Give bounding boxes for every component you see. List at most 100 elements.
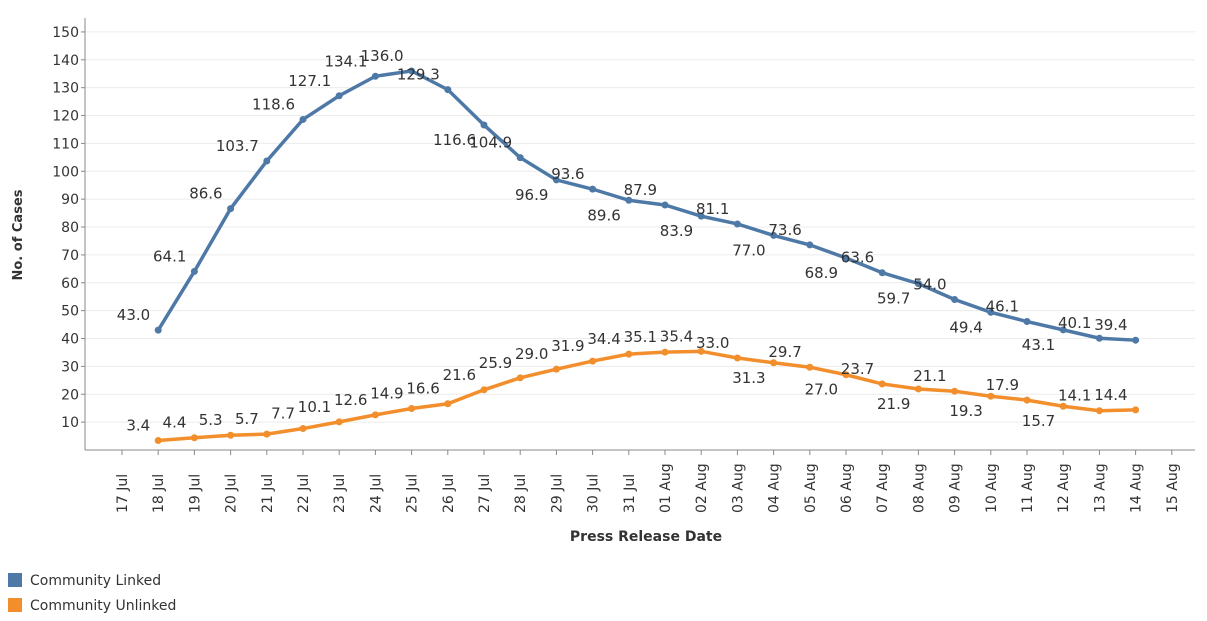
point <box>480 386 488 394</box>
data-label: 83.9 <box>660 222 693 240</box>
point <box>444 400 452 408</box>
point <box>227 205 235 213</box>
data-label: 25.9 <box>479 354 512 372</box>
data-label: 96.9 <box>515 186 548 204</box>
y-tick-label: 140 <box>52 53 79 69</box>
data-label: 15.7 <box>1022 412 1055 430</box>
point <box>589 357 597 365</box>
data-label: 21.9 <box>877 395 910 413</box>
y-axis-title: No. of Cases <box>11 189 26 280</box>
data-label: 39.4 <box>1094 316 1127 334</box>
data-label: 118.6 <box>252 95 295 113</box>
x-tick-label: 12 Aug <box>1056 463 1072 513</box>
x-axis-title: Press Release Date <box>570 529 722 545</box>
data-label: 12.6 <box>334 391 367 409</box>
point <box>444 86 452 94</box>
point <box>878 269 886 277</box>
legend-label: Community Unlinked <box>30 598 176 614</box>
x-tick-label: 20 Jul <box>224 474 240 513</box>
data-label: 54.0 <box>913 275 946 293</box>
data-label: 7.7 <box>271 405 295 423</box>
x-tick-label: 18 Jul <box>151 474 167 513</box>
x-tick-label: 01 Aug <box>658 463 674 513</box>
data-label: 81.1 <box>696 200 729 218</box>
point <box>299 425 307 433</box>
point <box>190 267 198 275</box>
data-label: 40.1 <box>1058 314 1091 332</box>
x-tick-label: 06 Aug <box>839 463 855 513</box>
point <box>661 201 669 209</box>
x-tick-label: 05 Aug <box>803 463 819 513</box>
data-label: 5.7 <box>235 410 259 428</box>
point <box>625 196 633 204</box>
x-tick-label: 03 Aug <box>730 463 746 513</box>
data-label: 3.4 <box>126 417 150 435</box>
data-label: 35.4 <box>660 327 693 345</box>
point <box>1059 326 1067 334</box>
data-label: 27.0 <box>805 381 838 399</box>
point <box>987 308 995 316</box>
data-label: 134.1 <box>324 52 367 70</box>
data-label: 89.6 <box>587 206 620 224</box>
data-label: 29.7 <box>768 343 801 361</box>
data-label: 87.9 <box>624 181 657 199</box>
point <box>951 387 959 395</box>
point <box>842 371 850 379</box>
point <box>154 326 162 334</box>
legend-swatch <box>8 598 22 612</box>
data-label: 14.9 <box>370 384 403 402</box>
data-label: 103.7 <box>216 137 259 155</box>
y-tick-label: 80 <box>61 220 79 236</box>
point <box>1023 318 1031 326</box>
data-label: 63.6 <box>841 249 874 267</box>
y-tick-label: 70 <box>61 248 79 264</box>
y-tick-label: 90 <box>61 192 79 208</box>
y-tick-label: 50 <box>61 304 79 320</box>
x-tick-label: 28 Jul <box>513 474 529 513</box>
y-tick-label: 120 <box>52 109 79 125</box>
data-label: 31.9 <box>551 337 584 355</box>
point <box>516 374 524 382</box>
point <box>1095 407 1103 415</box>
data-label: 136.0 <box>361 47 404 65</box>
data-label: 33.0 <box>696 334 729 352</box>
data-label: 116.6 <box>433 131 476 149</box>
x-tick-label: 09 Aug <box>948 463 964 513</box>
point <box>190 434 198 442</box>
point <box>227 431 235 439</box>
data-label: 21.1 <box>913 367 946 385</box>
point <box>1095 334 1103 342</box>
point <box>1059 402 1067 410</box>
x-tick-label: 04 Aug <box>767 463 783 513</box>
point <box>697 347 705 355</box>
point <box>842 254 850 262</box>
y-tick-label: 10 <box>61 415 79 431</box>
x-tick-label: 08 Aug <box>911 463 927 513</box>
point <box>371 411 379 419</box>
point <box>625 350 633 358</box>
point <box>987 392 995 400</box>
point <box>770 359 778 367</box>
data-label: 86.6 <box>189 185 222 203</box>
legend-swatch <box>8 573 22 587</box>
point <box>1023 396 1031 404</box>
data-label: 17.9 <box>986 376 1019 394</box>
data-label: 93.6 <box>551 165 584 183</box>
point <box>480 121 488 129</box>
point <box>951 295 959 303</box>
data-label: 129.3 <box>397 66 440 84</box>
point <box>408 404 416 412</box>
data-label: 19.3 <box>949 402 982 420</box>
data-label: 14.4 <box>1094 386 1127 404</box>
data-label: 5.3 <box>199 411 223 429</box>
data-label: 10.1 <box>298 398 331 416</box>
data-label: 35.1 <box>624 328 657 346</box>
point <box>1132 406 1140 414</box>
y-tick-label: 40 <box>61 332 79 348</box>
point <box>552 365 560 373</box>
legend-label: Community Linked <box>30 573 161 589</box>
point <box>335 418 343 426</box>
data-label: 59.7 <box>877 290 910 308</box>
data-label: 43.0 <box>117 306 150 324</box>
